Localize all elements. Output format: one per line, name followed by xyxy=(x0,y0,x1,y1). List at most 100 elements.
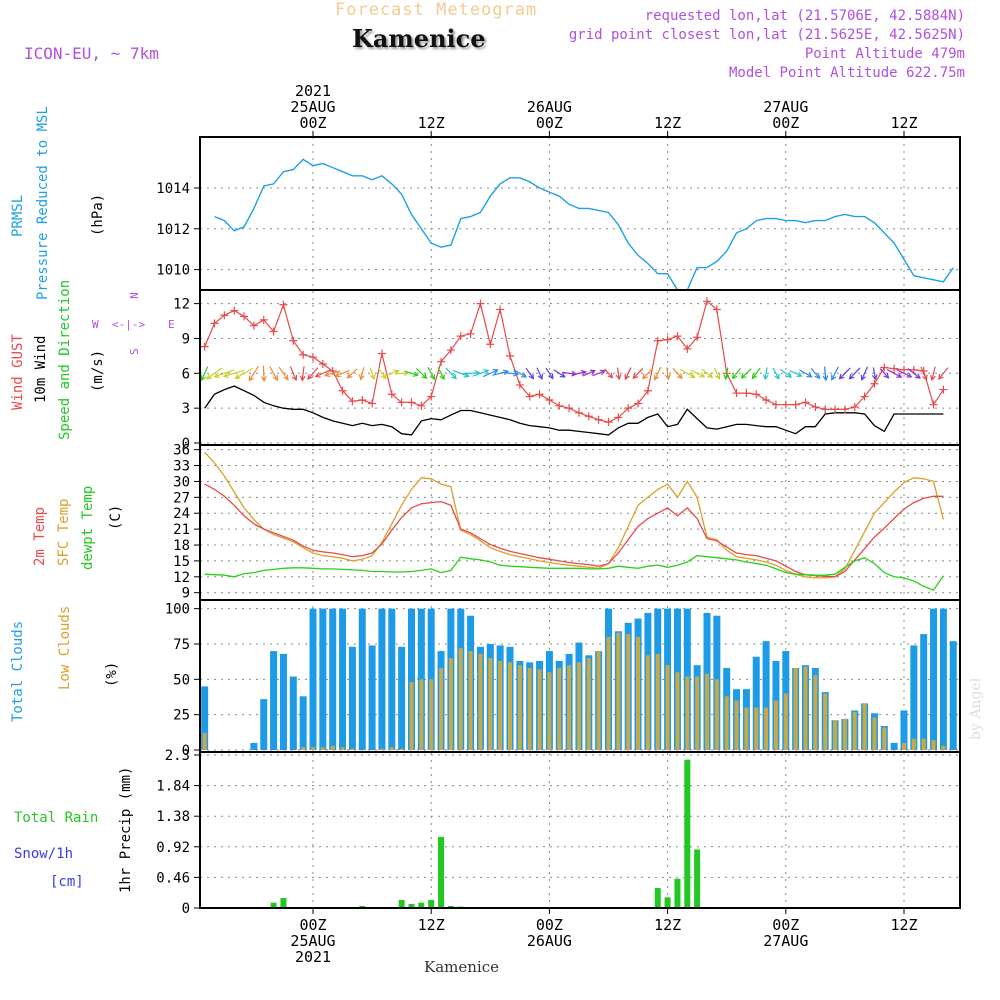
wind-arrow-head xyxy=(822,375,829,382)
wind-arrow-head xyxy=(938,374,944,381)
wind-arrow-head xyxy=(234,373,241,379)
model-label: ICON-EU, ~ 7km xyxy=(24,44,159,63)
gust-marker xyxy=(210,319,219,328)
wind-arrow-head xyxy=(796,371,803,377)
wind-arrow-head xyxy=(520,372,528,378)
gust-marker xyxy=(624,404,633,413)
gust-marker xyxy=(496,305,505,314)
wind-arrow-head xyxy=(421,373,428,379)
precip-ytick-label-5: 2.3 xyxy=(165,748,190,764)
low-cloud-bar xyxy=(429,679,434,750)
total-cloud-bar xyxy=(949,641,957,750)
low-cloud-bar xyxy=(527,668,532,750)
top-time-label: 00Z xyxy=(299,114,326,132)
wind-arrow-head xyxy=(528,373,535,380)
wind-direction-arrow xyxy=(679,368,695,378)
wind-arrow-head xyxy=(334,371,341,378)
wind-arrow-head xyxy=(883,372,890,379)
wind-speed-line xyxy=(204,385,944,436)
total-cloud-bar xyxy=(339,608,347,750)
low-cloud-bar xyxy=(508,662,512,750)
wind-direction-arrow xyxy=(861,366,869,380)
wind-arrow-head xyxy=(451,373,457,380)
wind-panel-frame xyxy=(199,289,961,446)
wind-direction-arrow xyxy=(920,366,928,380)
wind-direction-arrow xyxy=(201,366,209,381)
gust-marker xyxy=(929,400,938,409)
wind-direction-arrow xyxy=(553,369,566,378)
wind-ytick-label-3: 9 xyxy=(182,331,190,347)
wind-arrow-head xyxy=(607,372,614,379)
total-cloud-bar xyxy=(408,608,415,750)
wind-arrow-head xyxy=(632,373,639,380)
wind-direction-arrow xyxy=(405,370,418,376)
low-cloud-bar xyxy=(882,727,887,750)
gust-marker xyxy=(318,360,327,369)
wind-arrow-head xyxy=(412,371,419,377)
bottom-time-label: 00Z xyxy=(772,916,799,934)
low-cloud-bar xyxy=(488,658,493,750)
wind-arrow-head xyxy=(930,375,936,382)
wind-arrow-head xyxy=(914,373,921,379)
compass-arrows: <-|-> xyxy=(112,318,146,331)
wind-direction-arrow xyxy=(732,367,742,379)
wind-arrow-head xyxy=(369,374,376,381)
total-cloud-bar xyxy=(270,651,278,750)
temp-ytick-label-8: 33 xyxy=(173,459,190,475)
gust-marker xyxy=(801,398,810,407)
top-time-label: 12Z xyxy=(890,114,917,132)
low-cloud-bar xyxy=(586,658,591,750)
low-cloud-bar xyxy=(616,632,621,750)
gust-marker xyxy=(279,300,288,309)
gust-marker xyxy=(900,365,908,374)
low-cloud-bar xyxy=(665,665,670,750)
wind-direction-arrow xyxy=(289,366,297,381)
wind-direction-arrow xyxy=(839,367,851,380)
pressure-line xyxy=(214,158,954,291)
low-cloud-bar xyxy=(320,747,325,750)
wind-arrow-head xyxy=(689,372,696,378)
wind-direction-arrow xyxy=(269,366,278,381)
rain-bar xyxy=(694,849,701,908)
gust-marker xyxy=(486,340,495,349)
low-cloud-bar xyxy=(547,672,552,750)
bottom-time-label: 12Z xyxy=(654,916,681,934)
wind-direction-arrow xyxy=(780,368,792,378)
wind-direction-arrow xyxy=(592,370,606,377)
low-cloud-bar xyxy=(842,718,847,750)
bottom-time-label: 12Z xyxy=(418,916,445,934)
low-cloud-bar xyxy=(596,651,601,750)
precip-ytick-label-1: 0.46 xyxy=(156,870,190,886)
gust-marker xyxy=(535,390,544,399)
wind-direction-arrow xyxy=(461,372,480,375)
wind-arrow-head xyxy=(559,372,566,378)
wind-direction-arrow xyxy=(713,367,720,379)
total-cloud-bar xyxy=(939,608,947,750)
wind-arrow-head xyxy=(548,373,554,380)
wind-direction-arrow xyxy=(214,369,235,378)
requested-coords: requested lon,lat (21.5706E, 42.5884N) xyxy=(644,8,965,24)
wind-direction-arrow xyxy=(482,369,498,378)
gust-marker xyxy=(387,390,396,399)
wind-direction-arrow xyxy=(799,369,812,378)
low-cloud-bar xyxy=(419,679,424,750)
wind-arrow-head xyxy=(922,374,928,381)
total-cloud-bar xyxy=(329,608,337,750)
gust-marker xyxy=(466,329,475,338)
total-cloud-bar xyxy=(368,645,376,750)
low-cloud-bar xyxy=(448,658,453,750)
low-cloud-bar xyxy=(931,740,936,750)
top-time-label: 12Z xyxy=(654,114,681,132)
wind-arrow-head xyxy=(715,373,721,380)
wind-arrow-head xyxy=(358,374,365,381)
snow-unit-label: [cm] xyxy=(50,874,84,890)
wind-direction-arrow xyxy=(452,369,469,377)
total-cloud-bar xyxy=(890,742,898,750)
wind-direction-arrow xyxy=(724,367,729,380)
pressure-ytick-label-1: 1012 xyxy=(156,222,190,238)
wind-arrow-head xyxy=(580,369,587,376)
low-cloud-bar xyxy=(773,700,778,750)
low-cloud-bar xyxy=(911,738,916,750)
wind-direction-arrow xyxy=(536,367,543,380)
wind-direction-arrow xyxy=(360,367,365,380)
